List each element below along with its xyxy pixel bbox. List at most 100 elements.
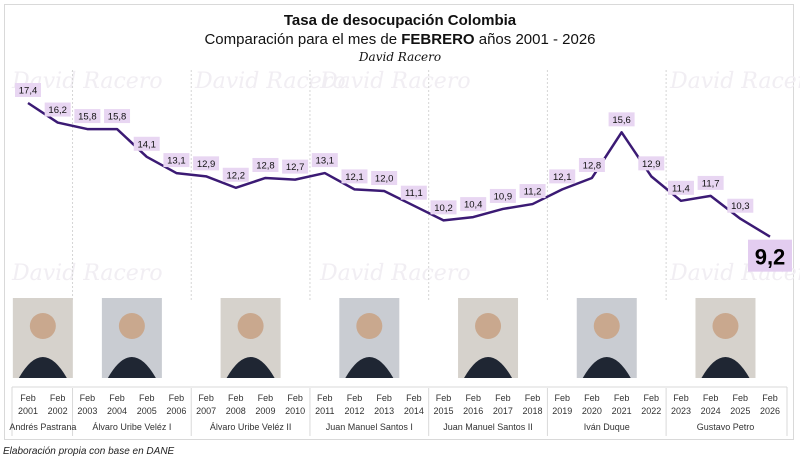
data-label-bg <box>667 180 694 195</box>
tick-month: Feb <box>554 393 570 403</box>
data-label: 17,4 <box>19 86 38 97</box>
data-label-bg <box>193 156 220 171</box>
data-label: 11,4 <box>672 183 690 194</box>
tick-year: 2013 <box>374 406 394 416</box>
photo-suit <box>18 357 67 378</box>
tick-year: 2002 <box>48 406 68 416</box>
data-label: 16,2 <box>48 105 67 116</box>
data-label-bg <box>222 167 249 182</box>
tick-month: Feb <box>347 393 363 403</box>
data-label-bg <box>15 83 41 97</box>
tick-year: 2005 <box>137 406 157 416</box>
tick-month: Feb <box>198 393 214 403</box>
data-label-bg <box>578 157 605 172</box>
data-label-bg <box>163 153 190 168</box>
president-label: Álvaro Uribe Veléz II <box>210 422 292 432</box>
watermark: David Racero <box>11 261 163 286</box>
data-label: 15,8 <box>108 112 127 123</box>
subtitle-suffix: años 2001 - 2026 <box>474 31 596 48</box>
watermark: David Racero <box>194 69 346 94</box>
tick-month: Feb <box>436 393 452 403</box>
tick-month: Feb <box>287 393 303 403</box>
data-label: 12,9 <box>642 159 661 170</box>
photo-face <box>712 313 739 339</box>
photo-suit <box>345 357 394 378</box>
tick-year: 2017 <box>493 406 513 416</box>
data-label: 10,2 <box>434 203 453 214</box>
tick-month: Feb <box>376 393 392 403</box>
tick-month: Feb <box>80 393 96 403</box>
data-label-bg <box>748 239 792 272</box>
tick-month: Feb <box>584 393 600 403</box>
data-label-bg <box>133 136 160 151</box>
tick-month: Feb <box>169 393 185 403</box>
data-label-bg <box>519 184 546 199</box>
data-label-bg <box>371 171 398 186</box>
data-label-bg <box>400 185 427 200</box>
tick-year: 2009 <box>255 406 275 416</box>
tick-month: Feb <box>228 393 244 403</box>
tick-month: Feb <box>644 393 660 403</box>
chart-frame <box>4 4 794 440</box>
tick-year: 2022 <box>641 406 661 416</box>
president-label: Álvaro Uribe Veléz I <box>92 422 171 432</box>
tick-month: Feb <box>50 393 66 403</box>
photo-face <box>475 313 502 339</box>
photo-suit <box>582 357 631 378</box>
photo-suit <box>226 357 275 378</box>
president-label: Gustavo Petro <box>697 422 755 432</box>
data-label: 10,3 <box>731 201 750 212</box>
subtitle-prefix: Comparación para el mes de <box>204 31 402 48</box>
tick-year: 2016 <box>463 406 483 416</box>
data-label: 13,1 <box>167 156 186 167</box>
data-label-bg <box>727 198 754 213</box>
president-label: Iván Duque <box>584 422 630 432</box>
tick-month: Feb <box>703 393 719 403</box>
data-label: 12,8 <box>583 160 602 171</box>
tick-year: 2018 <box>523 406 543 416</box>
tick-year: 2007 <box>196 406 216 416</box>
tick-month: Feb <box>614 393 630 403</box>
data-label: 11,2 <box>524 187 542 198</box>
watermark: David Racero <box>669 69 800 94</box>
data-label-bg <box>282 159 309 174</box>
data-label: 14,1 <box>137 139 156 150</box>
tick-year: 2021 <box>612 406 632 416</box>
chart-title: Tasa de desocupación Colombia <box>283 12 517 29</box>
data-label: 12,2 <box>227 170 246 181</box>
data-label-bg <box>460 197 487 212</box>
tick-year: 2024 <box>701 406 721 416</box>
data-label-bg <box>311 153 338 168</box>
data-label-bg <box>104 109 131 124</box>
subtitle-bold: FEBRERO <box>401 31 475 48</box>
source-note: Elaboración propia con base en DANE <box>3 446 175 457</box>
data-label-bg <box>74 109 101 124</box>
tick-year: 2004 <box>107 406 127 416</box>
watermark: David Racero <box>319 261 471 286</box>
data-label: 12,8 <box>256 160 275 171</box>
tick-month: Feb <box>733 393 749 403</box>
tick-year: 2025 <box>730 406 750 416</box>
tick-month: Feb <box>762 393 778 403</box>
tick-month: Feb <box>317 393 333 403</box>
data-label-bg <box>252 157 279 172</box>
photo-face <box>593 313 620 339</box>
tick-year: 2019 <box>552 406 572 416</box>
data-label-bg <box>430 200 457 215</box>
data-label: 10,9 <box>494 191 513 202</box>
tick-year: 2010 <box>285 406 305 416</box>
tick-year: 2001 <box>18 406 38 416</box>
data-label-bg <box>608 112 635 127</box>
tick-month: Feb <box>495 393 511 403</box>
data-label: 9,2 <box>755 245 786 270</box>
data-label: 12,1 <box>553 172 572 183</box>
tick-year: 2003 <box>77 406 97 416</box>
data-label-bg <box>549 169 576 184</box>
photo-face <box>237 313 264 339</box>
data-label: 13,1 <box>316 156 335 167</box>
signature: David Racero <box>358 50 442 64</box>
president-label: Juan Manuel Santos I <box>326 422 413 432</box>
tick-month: Feb <box>525 393 541 403</box>
